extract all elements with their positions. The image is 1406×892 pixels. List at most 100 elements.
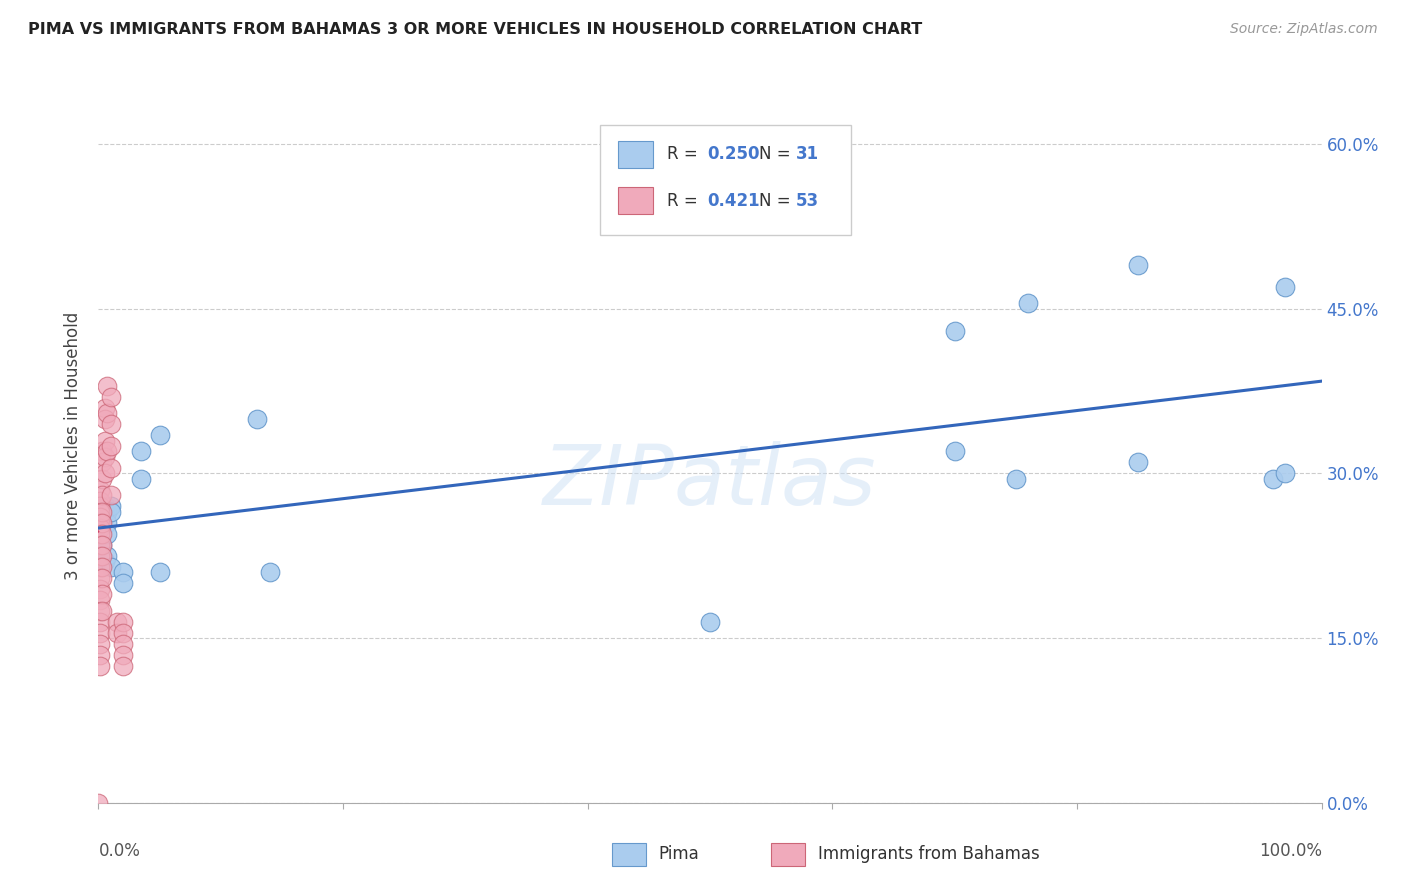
Text: R =: R = bbox=[668, 145, 703, 163]
Point bbox=[96, 505, 118, 519]
Point bbox=[91, 472, 114, 486]
FancyBboxPatch shape bbox=[772, 843, 806, 865]
FancyBboxPatch shape bbox=[619, 187, 652, 214]
Point bbox=[91, 505, 114, 519]
Point bbox=[91, 538, 114, 552]
Point bbox=[111, 576, 134, 591]
Point bbox=[93, 401, 115, 415]
Point bbox=[96, 406, 118, 420]
Point bbox=[89, 549, 111, 563]
FancyBboxPatch shape bbox=[612, 843, 647, 865]
Point bbox=[100, 390, 122, 404]
Point bbox=[699, 615, 721, 629]
Point bbox=[89, 516, 111, 530]
Point bbox=[100, 505, 122, 519]
Point bbox=[91, 587, 114, 601]
Text: 100.0%: 100.0% bbox=[1258, 842, 1322, 860]
Point bbox=[91, 559, 114, 574]
Point bbox=[1274, 467, 1296, 481]
Point bbox=[89, 658, 111, 673]
Point bbox=[91, 604, 114, 618]
Point bbox=[89, 637, 111, 651]
Point bbox=[100, 488, 122, 502]
Point bbox=[246, 411, 269, 425]
Point bbox=[89, 510, 111, 524]
Text: 0.0%: 0.0% bbox=[98, 842, 141, 860]
Text: N =: N = bbox=[759, 192, 796, 210]
Point bbox=[91, 526, 114, 541]
Text: Pima: Pima bbox=[658, 846, 699, 863]
Text: N =: N = bbox=[759, 145, 796, 163]
Point bbox=[89, 648, 111, 662]
Point bbox=[89, 521, 111, 535]
Point bbox=[111, 637, 134, 651]
Point bbox=[91, 444, 114, 458]
Point bbox=[100, 461, 122, 475]
Point bbox=[89, 559, 111, 574]
Point bbox=[96, 444, 118, 458]
Point bbox=[91, 455, 114, 469]
Point bbox=[100, 500, 122, 514]
Y-axis label: 3 or more Vehicles in Household: 3 or more Vehicles in Household bbox=[65, 312, 83, 580]
Point bbox=[91, 571, 114, 585]
Point bbox=[93, 500, 115, 514]
Point bbox=[1128, 258, 1150, 272]
Point bbox=[91, 516, 114, 530]
Point bbox=[1274, 280, 1296, 294]
Point bbox=[111, 658, 134, 673]
Point bbox=[111, 566, 134, 580]
Text: Source: ZipAtlas.com: Source: ZipAtlas.com bbox=[1230, 22, 1378, 37]
Point bbox=[89, 582, 111, 596]
Point bbox=[96, 516, 118, 530]
Point bbox=[93, 450, 115, 464]
Point bbox=[89, 505, 111, 519]
Point bbox=[96, 549, 118, 563]
Point bbox=[149, 566, 172, 580]
Point bbox=[1017, 296, 1039, 310]
Point bbox=[89, 538, 111, 552]
FancyBboxPatch shape bbox=[600, 125, 851, 235]
Point bbox=[91, 538, 114, 552]
Point bbox=[1128, 455, 1150, 469]
Point bbox=[89, 625, 111, 640]
FancyBboxPatch shape bbox=[619, 141, 652, 168]
Text: 31: 31 bbox=[796, 145, 818, 163]
Point bbox=[91, 549, 114, 563]
Point bbox=[100, 439, 122, 453]
Point bbox=[91, 488, 114, 502]
Point bbox=[259, 566, 281, 580]
Point bbox=[129, 444, 152, 458]
Text: ZIPatlas: ZIPatlas bbox=[543, 442, 877, 522]
Point bbox=[89, 526, 111, 541]
Point bbox=[111, 615, 134, 629]
Text: PIMA VS IMMIGRANTS FROM BAHAMAS 3 OR MORE VEHICLES IN HOUSEHOLD CORRELATION CHAR: PIMA VS IMMIGRANTS FROM BAHAMAS 3 OR MOR… bbox=[28, 22, 922, 37]
Text: 0.250: 0.250 bbox=[707, 145, 761, 163]
Point bbox=[93, 467, 115, 481]
Point bbox=[89, 615, 111, 629]
Text: Immigrants from Bahamas: Immigrants from Bahamas bbox=[818, 846, 1039, 863]
Point bbox=[149, 428, 172, 442]
Point bbox=[1004, 472, 1026, 486]
Point bbox=[89, 500, 111, 514]
Point bbox=[89, 483, 111, 497]
Point bbox=[91, 516, 114, 530]
Point bbox=[87, 796, 110, 810]
Point bbox=[89, 592, 111, 607]
Point bbox=[1261, 472, 1284, 486]
Point bbox=[943, 444, 966, 458]
Text: R =: R = bbox=[668, 192, 703, 210]
Point bbox=[111, 648, 134, 662]
Point bbox=[93, 434, 115, 448]
Text: 53: 53 bbox=[796, 192, 818, 210]
Point bbox=[943, 324, 966, 338]
Point bbox=[105, 615, 128, 629]
Point bbox=[91, 510, 114, 524]
Point bbox=[96, 378, 118, 392]
Point bbox=[93, 505, 115, 519]
Point bbox=[105, 625, 128, 640]
Point bbox=[100, 559, 122, 574]
Point bbox=[100, 417, 122, 431]
Point bbox=[129, 472, 152, 486]
Point bbox=[89, 494, 111, 508]
Point bbox=[96, 526, 118, 541]
